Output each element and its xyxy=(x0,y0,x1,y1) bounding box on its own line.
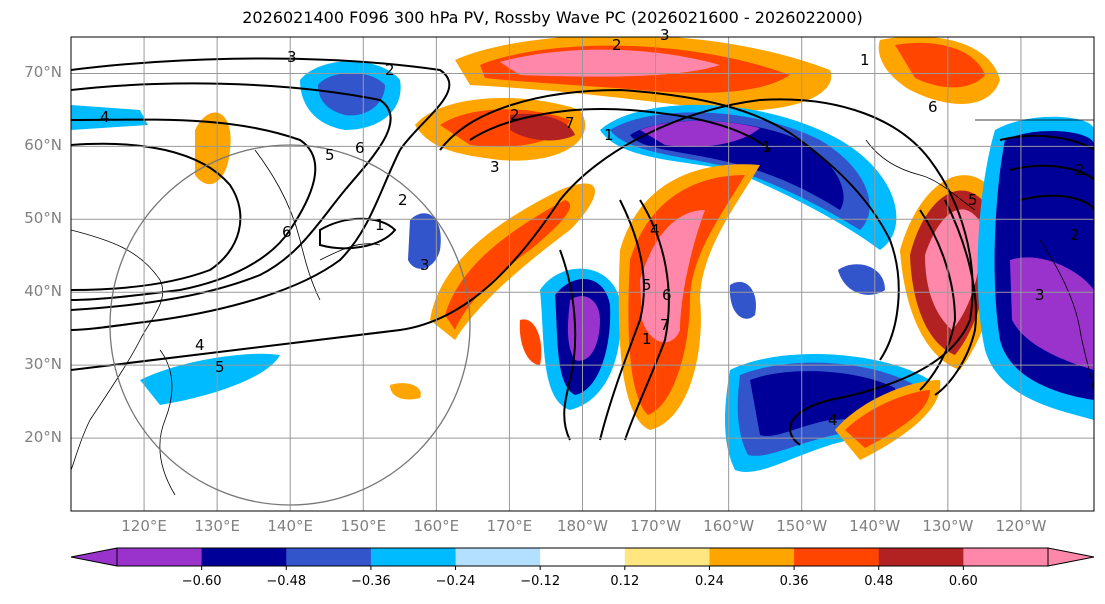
contour-label: 2 xyxy=(385,61,395,79)
colorbar-segment xyxy=(286,548,372,566)
longitude-label: 140°E xyxy=(267,517,313,535)
contour-label: 5 xyxy=(968,191,978,209)
contour-label: 3 xyxy=(420,256,430,274)
colorbar-tick-label: 0.12 xyxy=(610,574,640,589)
contour-label: 7 xyxy=(660,316,670,334)
positive-anomaly-small-2 xyxy=(519,319,542,365)
longitude-label: 150°W xyxy=(776,517,828,535)
colorbar-extend-high xyxy=(1047,547,1095,567)
contour-label: 2 xyxy=(1075,161,1085,179)
contour-label: 5 xyxy=(325,146,335,164)
contour-label: 1 xyxy=(860,51,870,69)
chart-title: 2026021400 F096 300 hPa PV, Rossby Wave … xyxy=(242,8,863,27)
contour-label: 4 xyxy=(828,411,838,429)
longitude-label: 160°E xyxy=(413,517,460,535)
colorbar-segment xyxy=(370,548,457,566)
longitude-label: 180°W xyxy=(557,517,608,535)
positive-anomaly-alaska-core xyxy=(895,42,985,88)
negative-anomaly-small-4 xyxy=(838,264,885,295)
latitude-label: 40°N xyxy=(24,282,62,301)
map-frame xyxy=(70,36,1095,512)
contour-label: 6 xyxy=(355,139,365,157)
contour-label: 6 xyxy=(928,98,938,116)
longitude-label: 170°W xyxy=(630,517,682,535)
colorbar-segment xyxy=(963,548,1049,566)
contour-label: 1 xyxy=(375,216,385,234)
colorbar-segment xyxy=(540,548,626,566)
contour-label: 1 xyxy=(604,126,614,144)
longitude-label: 120°W xyxy=(995,517,1047,535)
negative-anomaly-small-3 xyxy=(729,281,756,319)
colorbar-tick-label: −0.60 xyxy=(181,574,222,589)
longitude-label: 160°W xyxy=(703,517,755,535)
latitude-label: 50°N xyxy=(24,209,62,228)
positive-anomaly-okhotsk-peak xyxy=(510,113,575,141)
colorbar xyxy=(70,547,1095,570)
longitude-label: 130°E xyxy=(194,517,240,535)
contour-label: 3 xyxy=(1035,286,1045,304)
colorbar-segment xyxy=(117,548,203,566)
colorbar-segment xyxy=(794,548,880,566)
negative-anomaly-west-pacific xyxy=(140,353,280,405)
colorbar-segment xyxy=(878,548,964,566)
colorbar-tick-label: −0.48 xyxy=(266,574,307,589)
colorbar-tick-label: 0.36 xyxy=(779,574,809,589)
longitude-label: 140°W xyxy=(849,517,901,535)
latitude-label: 60°N xyxy=(24,136,62,155)
contour-label: 1 xyxy=(762,138,772,156)
colorbar-tick-label: 0.24 xyxy=(694,574,724,589)
contour-label: 2 xyxy=(398,191,408,209)
positive-anomaly-subtropical-jet-core xyxy=(845,390,930,448)
contour-label: 5 xyxy=(642,276,652,294)
positive-anomaly-small xyxy=(390,383,421,400)
latitude-label: 20°N xyxy=(24,428,62,447)
colorbar-segment xyxy=(455,548,541,566)
graticule xyxy=(71,37,1094,511)
contour-label: 2 xyxy=(1070,226,1080,244)
contour-label: 4 xyxy=(100,108,110,126)
negative-anomaly-subtropics-deep xyxy=(750,371,896,437)
latitude-label: 70°N xyxy=(24,63,62,82)
colorbar-tick-label: −0.36 xyxy=(350,574,391,589)
contour-label: 6 xyxy=(282,223,292,241)
contour-label: 4 xyxy=(650,221,660,239)
longitude-label: 170°E xyxy=(486,517,533,535)
negative-anomaly-sea-of-japan xyxy=(408,213,441,269)
negative-anomaly-east-trough-core xyxy=(1010,257,1094,370)
contour-label: 6 xyxy=(662,286,672,304)
longitude-label: 120°E xyxy=(121,517,167,535)
colorbar-tick-label: −0.24 xyxy=(435,574,476,589)
contour-label: 1 xyxy=(642,330,652,348)
colorbar-tick-label: −0.12 xyxy=(520,574,561,589)
contour-label: 3 xyxy=(660,26,670,44)
contour-label: 2 xyxy=(510,106,520,124)
positive-anomaly-central-ridge-core xyxy=(640,210,705,343)
reference-circle xyxy=(109,144,471,506)
contour-label: 2 xyxy=(612,36,622,54)
longitude-label: 150°E xyxy=(340,517,387,535)
colorbar-segment xyxy=(624,548,710,566)
pv-contours xyxy=(71,57,1094,446)
pv-shading-layer xyxy=(71,37,1094,473)
contour-label: 3 xyxy=(490,158,500,176)
colorbar-extend-low xyxy=(70,547,118,567)
contour-label: 7 xyxy=(565,114,575,132)
negative-anomaly-left-edge xyxy=(71,105,148,130)
contour-label: 3 xyxy=(287,48,297,66)
contour-label: 4 xyxy=(195,336,205,354)
colorbar-segment xyxy=(201,548,287,566)
colorbar-outline xyxy=(116,547,1049,567)
longitude-label: 130°W xyxy=(922,517,974,535)
colorbar-segment xyxy=(709,548,795,566)
latitude-label: 30°N xyxy=(24,355,62,374)
colorbar-tick-label: 0.60 xyxy=(948,574,978,589)
positive-anomaly-north-pacific-peak xyxy=(500,49,720,77)
colorbar-tick-label: 0.48 xyxy=(864,574,894,589)
contour-label: 5 xyxy=(215,358,225,376)
